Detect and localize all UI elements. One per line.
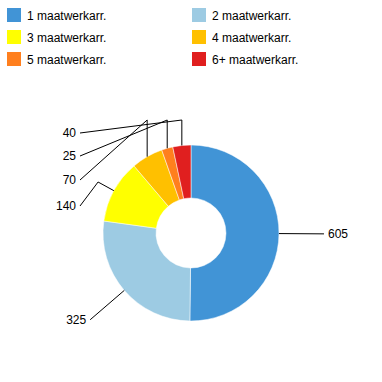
data-label: 140 <box>56 199 76 213</box>
legend-swatch <box>7 52 21 66</box>
leader-line <box>279 233 324 234</box>
slice <box>103 221 191 321</box>
leader-line <box>80 120 182 145</box>
leader-line <box>90 290 124 319</box>
legend-swatch <box>192 52 206 66</box>
chart-svg: 1 maatwerkarr. 2 maatwerkarr. 3 maatwerkar… <box>0 0 382 382</box>
data-label: 70 <box>63 173 77 187</box>
data-label: 605 <box>328 227 348 241</box>
slice <box>173 145 191 199</box>
legend-swatch <box>192 8 206 22</box>
legend-label: 4 maatwerkarr. <box>212 31 291 45</box>
legend-label: 2 maatwerkarr. <box>212 9 291 23</box>
leader-line <box>80 120 167 156</box>
legend-swatch <box>7 8 21 22</box>
legend-label: 3 maatwerkarr. <box>27 31 106 45</box>
data-label: 40 <box>63 126 77 140</box>
data-label: 325 <box>66 313 86 327</box>
legend-label: 6+ maatwerkarr. <box>212 53 298 67</box>
slices <box>103 145 279 321</box>
leader-line <box>80 182 114 206</box>
data-labels: 605 325 140 70 25 40 <box>56 120 348 327</box>
legend-swatch <box>7 30 21 44</box>
legend: 1 maatwerkarr. 2 maatwerkarr. 3 maatwerkar… <box>7 8 298 67</box>
chart-root: 1 maatwerkarr. 2 maatwerkarr. 3 maatwerkar… <box>0 0 382 382</box>
legend-label: 5 maatwerkarr. <box>27 53 106 67</box>
legend-swatch <box>192 30 206 44</box>
legend-label: 1 maatwerkarr. <box>27 9 106 23</box>
data-label: 25 <box>63 149 77 163</box>
slice <box>190 145 279 321</box>
